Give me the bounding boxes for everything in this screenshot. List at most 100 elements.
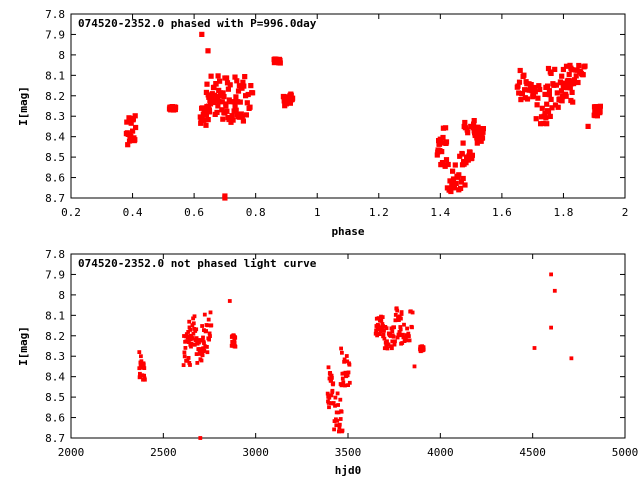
unphased-y-tick-label: 8.4 bbox=[45, 371, 65, 384]
phased-data-point bbox=[569, 67, 575, 73]
unphased-data-point bbox=[201, 346, 206, 351]
phased-data-point bbox=[450, 185, 456, 191]
unphased-data-point bbox=[139, 354, 143, 359]
unphased-data-point bbox=[389, 344, 393, 349]
phased-data-point bbox=[563, 63, 570, 69]
phased-data-point bbox=[241, 83, 247, 89]
phased-data-point bbox=[515, 83, 521, 89]
phased-data-point bbox=[223, 103, 229, 109]
unphased-data-point bbox=[197, 340, 201, 345]
phased-data-point bbox=[132, 113, 138, 119]
unphased-data-point bbox=[378, 328, 383, 333]
unphased-data-point bbox=[397, 314, 402, 319]
unphased-data-point bbox=[381, 324, 385, 328]
unphased-data-point bbox=[200, 353, 205, 358]
unphased-data-point bbox=[569, 356, 574, 361]
unphased-data-point bbox=[191, 321, 196, 326]
unphased-y-tick-label: 8.5 bbox=[45, 391, 65, 404]
phased-data-point bbox=[559, 98, 565, 104]
phased-data-point bbox=[231, 99, 237, 105]
unphased-data-point bbox=[191, 331, 196, 336]
unphased-data-point bbox=[191, 316, 195, 321]
unphased-data-point bbox=[194, 327, 199, 332]
phased-x-tick-label: 1.8 bbox=[554, 206, 574, 219]
phased-data-point bbox=[585, 123, 591, 129]
unphased-data-point bbox=[137, 366, 142, 371]
unphased-x-tick-label: 3000 bbox=[242, 446, 269, 459]
phased-data-point bbox=[453, 180, 459, 186]
phased-data-point bbox=[535, 95, 541, 101]
unphased-x-tick-label: 2000 bbox=[58, 446, 85, 459]
phased-data-point bbox=[130, 128, 136, 134]
phased-data-point bbox=[220, 90, 226, 96]
unphased-data-point bbox=[209, 323, 214, 328]
phased-data-point bbox=[565, 77, 571, 83]
phased-data-point bbox=[479, 135, 486, 141]
unphased-data-point bbox=[187, 340, 191, 344]
unphased-data-point bbox=[392, 325, 396, 330]
phased-data-point bbox=[240, 118, 246, 124]
unphased-data-point bbox=[333, 403, 337, 408]
phased-data-point bbox=[437, 136, 443, 142]
phased-data-point bbox=[471, 121, 477, 127]
phased-data-point bbox=[227, 116, 233, 122]
phased-data-point bbox=[519, 91, 525, 97]
phased-data-point bbox=[459, 162, 466, 168]
unphased-data-point bbox=[421, 347, 426, 352]
unphased-data-point bbox=[199, 358, 204, 363]
unphased-data-point bbox=[343, 383, 347, 388]
phased-data-point bbox=[475, 124, 481, 130]
phased-data-point bbox=[248, 83, 254, 89]
phased-data-point bbox=[539, 105, 545, 111]
phased-y-tick-label: 7.9 bbox=[45, 28, 65, 41]
phased-data-point bbox=[552, 102, 559, 108]
unphased-data-point bbox=[233, 335, 238, 340]
unphased-data-point bbox=[196, 338, 200, 342]
unphased-data-point bbox=[207, 331, 212, 336]
unphased-data-point bbox=[192, 314, 197, 319]
unphased-plot: 074520-2352.0 not phased light curve hjd… bbox=[17, 248, 638, 477]
unphased-data-point bbox=[340, 350, 344, 355]
phased-data-point bbox=[463, 160, 469, 166]
phased-data-point bbox=[449, 180, 455, 187]
unphased-y-tick-label: 8.7 bbox=[45, 432, 65, 445]
unphased-data-point bbox=[532, 346, 537, 350]
phased-data-point bbox=[287, 100, 293, 106]
phased-data-point bbox=[559, 73, 565, 79]
phased-data-point bbox=[235, 99, 241, 105]
phased-data-point bbox=[277, 60, 283, 66]
unphased-data-point bbox=[202, 348, 207, 353]
unphased-data-point bbox=[338, 417, 343, 421]
phased-data-point bbox=[206, 107, 212, 113]
unphased-data-point bbox=[343, 370, 348, 375]
unphased-data-point bbox=[337, 425, 342, 430]
phased-data-point bbox=[456, 187, 462, 193]
phased-data-point bbox=[546, 92, 552, 98]
phased-data-point bbox=[132, 137, 138, 143]
unphased-data-point bbox=[390, 339, 395, 344]
unphased-data-point bbox=[375, 333, 379, 338]
phased-x-tick-label: 2 bbox=[622, 206, 629, 219]
phased-data-point bbox=[443, 125, 449, 131]
unphased-data-point bbox=[380, 315, 385, 319]
phased-plot-title: 074520-2352.0 phased with P=996.0day bbox=[78, 17, 317, 30]
unphased-data-point bbox=[139, 359, 144, 364]
unphased-data-point bbox=[331, 401, 336, 405]
unphased-data-point bbox=[385, 339, 389, 344]
phased-data-point bbox=[224, 80, 231, 86]
phased-data-point bbox=[220, 116, 226, 122]
unphased-data-point bbox=[398, 333, 403, 338]
unphased-data-point bbox=[342, 357, 347, 362]
unphased-data-point bbox=[398, 327, 403, 332]
phased-data-point bbox=[229, 113, 235, 119]
unphased-data-point bbox=[400, 341, 405, 345]
phased-data-point bbox=[516, 90, 522, 96]
phased-data-point bbox=[545, 109, 552, 115]
phased-data-point bbox=[208, 73, 214, 79]
phased-data-point bbox=[214, 109, 220, 115]
unphased-data-point bbox=[395, 308, 400, 313]
unphased-data-point bbox=[325, 391, 330, 396]
phased-data-point bbox=[571, 81, 577, 87]
unphased-data-point bbox=[392, 342, 397, 347]
